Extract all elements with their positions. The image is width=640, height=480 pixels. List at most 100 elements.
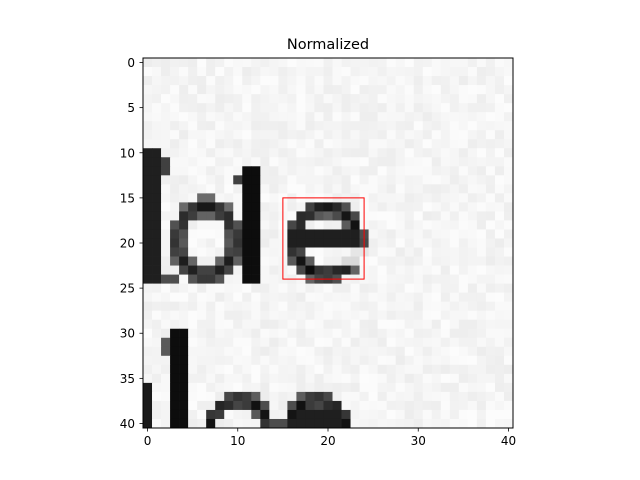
image-pixel — [359, 409, 369, 420]
image-pixel — [413, 418, 424, 429]
image-pixel — [386, 400, 397, 411]
image-pixel — [494, 265, 505, 275]
image-pixel — [350, 58, 360, 68]
image-pixel — [206, 265, 216, 275]
image-pixel — [422, 274, 433, 284]
image-pixel — [170, 310, 180, 321]
image-pixel — [467, 238, 478, 248]
image-pixel — [341, 418, 351, 429]
image-pixel — [170, 202, 180, 212]
image-pixel — [332, 391, 342, 402]
image-pixel — [251, 391, 261, 402]
image-pixel — [332, 220, 342, 230]
image-pixel — [188, 58, 198, 68]
image-pixel — [422, 184, 433, 194]
image-pixel — [287, 265, 297, 275]
image-pixel — [233, 103, 243, 113]
image-pixel — [359, 112, 369, 122]
image-pixel — [197, 112, 207, 122]
image-pixel — [503, 148, 514, 158]
image-pixel — [476, 292, 487, 302]
image-pixel — [314, 373, 324, 384]
image-pixel — [449, 364, 460, 375]
image-pixel — [161, 256, 171, 266]
image-pixel — [215, 274, 225, 284]
image-pixel — [413, 355, 424, 366]
image-pixel — [476, 184, 487, 194]
image-pixel — [233, 274, 243, 284]
image-pixel — [314, 175, 324, 185]
image-pixel — [494, 130, 505, 140]
image-pixel — [458, 112, 469, 122]
image-pixel — [323, 391, 333, 402]
image-pixel — [341, 229, 351, 239]
image-pixel — [323, 319, 333, 330]
image-pixel — [314, 148, 324, 158]
image-pixel — [449, 202, 460, 212]
image-pixel — [431, 130, 442, 140]
image-pixel — [494, 112, 505, 122]
image-pixel — [413, 274, 424, 284]
image-pixel — [188, 94, 198, 104]
image-pixel — [494, 157, 505, 167]
image-pixel — [170, 184, 180, 194]
image-pixel — [287, 112, 297, 122]
image-pixel — [314, 409, 324, 420]
image-pixel — [179, 58, 189, 68]
image-pixel — [341, 130, 351, 140]
image-pixel — [215, 310, 225, 321]
image-pixel — [287, 346, 297, 357]
image-pixel — [287, 229, 297, 239]
image-pixel — [152, 184, 162, 194]
image-pixel — [476, 328, 487, 339]
image-pixel — [170, 121, 180, 131]
image-pixel — [287, 184, 297, 194]
image-pixel — [251, 130, 261, 140]
image-pixel — [242, 382, 252, 393]
image-pixel — [341, 202, 351, 212]
image-pixel — [341, 76, 351, 86]
image-pixel — [323, 112, 333, 122]
image-pixel — [143, 355, 153, 366]
image-pixel — [332, 184, 342, 194]
image-pixel — [233, 256, 243, 266]
image-pixel — [314, 400, 324, 411]
image-pixel — [260, 247, 270, 257]
image-pixel — [395, 355, 406, 366]
image-pixel — [215, 409, 225, 420]
image-pixel — [269, 130, 279, 140]
image-pixel — [359, 337, 369, 348]
image-pixel — [224, 364, 234, 375]
image-pixel — [278, 319, 288, 330]
image-pixel — [143, 265, 153, 275]
x-tick-label: 0 — [144, 434, 152, 448]
image-pixel — [197, 220, 207, 230]
image-pixel — [152, 76, 162, 86]
image-pixel — [404, 193, 415, 203]
image-pixel — [485, 391, 496, 402]
image-pixel — [296, 67, 306, 77]
image-pixel — [233, 58, 243, 68]
image-pixel — [422, 382, 433, 393]
image-pixel — [377, 229, 387, 239]
image-pixel — [341, 256, 351, 266]
image-pixel — [458, 364, 469, 375]
image-pixel — [170, 85, 180, 95]
image-pixel — [152, 256, 162, 266]
image-pixel — [305, 301, 315, 312]
image-pixel — [404, 256, 415, 266]
image-pixel — [215, 292, 225, 302]
image-pixel — [242, 76, 252, 86]
image-pixel — [377, 67, 387, 77]
image-pixel — [287, 175, 297, 185]
image-pixel — [503, 247, 514, 257]
image-pixel — [386, 409, 397, 420]
image-pixel — [143, 148, 153, 158]
image-pixel — [494, 175, 505, 185]
image-pixel — [476, 211, 487, 221]
image-pixel — [494, 337, 505, 348]
image-pixel — [287, 256, 297, 266]
image-pixel — [404, 67, 415, 77]
image-pixel — [269, 310, 279, 321]
image-pixel — [494, 409, 505, 420]
